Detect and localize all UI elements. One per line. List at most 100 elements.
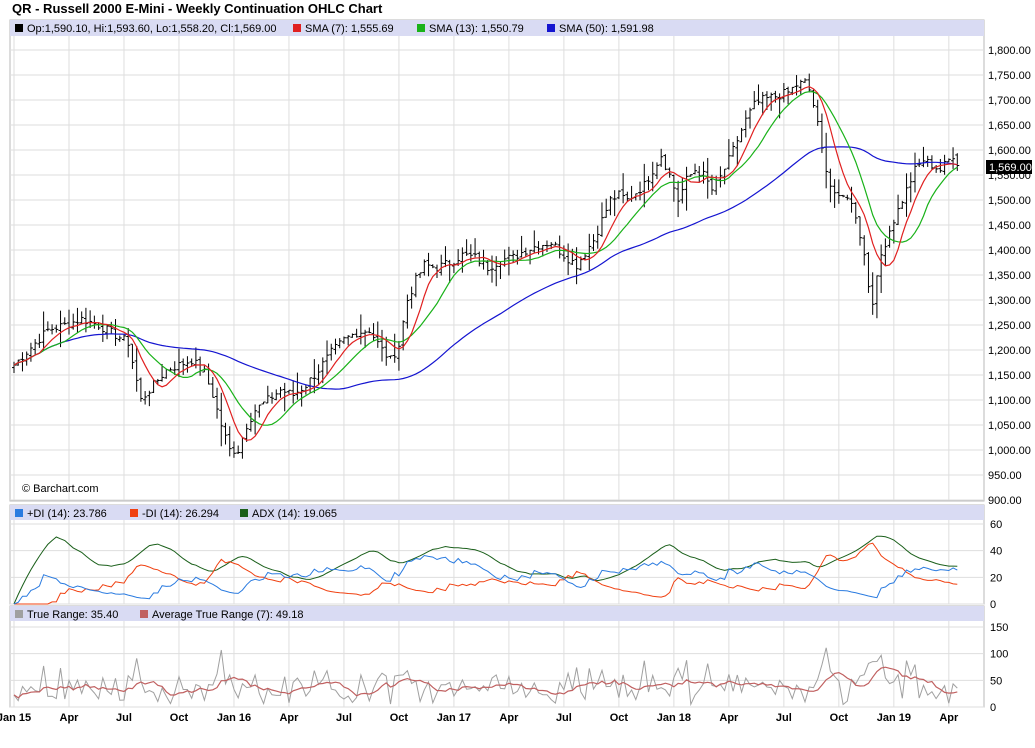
ohlc-bar <box>803 78 808 83</box>
ohlc-bar <box>443 246 448 268</box>
tr-tick-label: 50 <box>990 675 1002 687</box>
dmi-tick-label: 60 <box>990 519 1002 531</box>
ohlc-bars <box>12 73 960 459</box>
ohlc-bar <box>257 404 262 418</box>
price-tick-label: 1,600.00 <box>988 145 1031 157</box>
ohlc-bar <box>781 83 786 103</box>
ohlc-bar <box>874 275 879 319</box>
ohlc-bar <box>28 342 33 362</box>
tr-panel <box>9 605 985 708</box>
ohlc-bar <box>621 173 626 204</box>
ohlc-bar <box>506 246 511 276</box>
ohlc-bar <box>316 364 321 386</box>
ohlc-bar <box>726 139 731 170</box>
dmi-legend-bar <box>10 505 984 520</box>
ohlc-bar <box>659 148 664 167</box>
ohlc-bar <box>544 240 549 252</box>
ohlc-bar <box>684 166 689 211</box>
ohlc-bar <box>231 441 236 458</box>
ohlc-bar <box>828 168 833 203</box>
x-tick-label: Jul <box>116 712 132 724</box>
ohlc-bar <box>769 92 774 111</box>
ohlc-bar <box>248 412 253 432</box>
x-tick-label: Apr <box>499 712 519 724</box>
chart-title: QR - Russell 2000 E-Mini - Weekly Contin… <box>12 1 383 16</box>
ohlc-bar <box>760 91 765 116</box>
ohlc-bar <box>37 333 42 348</box>
ohlc-bar <box>625 191 630 202</box>
ohlc-bar <box>841 194 846 198</box>
ohlc-bar <box>908 172 913 203</box>
indicator-lines <box>13 85 958 707</box>
ohlc-bar <box>329 343 334 361</box>
ohlc-bar <box>219 392 224 447</box>
ohlc-bar <box>739 127 744 143</box>
ohlc-bar <box>337 338 342 349</box>
ohlc-bar <box>896 194 901 225</box>
ohlc-bar <box>346 335 351 346</box>
ohlc-bar <box>160 363 165 382</box>
ohlc-bar <box>418 272 423 279</box>
sma13-legend: SMA (13): 1,550.79 <box>429 23 524 35</box>
dmi-panel <box>9 504 985 605</box>
ohlc-bar <box>515 249 520 265</box>
ohlc-bar <box>401 320 406 351</box>
ohlc-bar <box>599 202 604 237</box>
ohlc-bar <box>489 255 494 283</box>
ohlc-bar <box>798 79 803 96</box>
sma50-legend-swatch <box>547 24 555 32</box>
x-tick-label: Oct <box>170 712 189 724</box>
ohlc-bar <box>705 157 710 199</box>
x-tick-label: Apr <box>939 712 959 724</box>
ohlc-bar <box>604 198 609 218</box>
tr-legend: True Range: 35.40 <box>27 609 118 621</box>
x-tick-label: Oct <box>610 712 629 724</box>
ohlc-bar <box>891 219 896 244</box>
ohlc-bar <box>185 356 190 373</box>
dmi-tick-label: 40 <box>990 546 1002 558</box>
ohlc-bar <box>477 251 482 267</box>
price-tick-label: 1,300.00 <box>988 295 1031 307</box>
price-tick-label: 1,650.00 <box>988 120 1031 132</box>
ohlc-bar <box>464 239 469 256</box>
ohlc-bar <box>921 146 926 168</box>
ohlc-bar <box>735 136 740 167</box>
ohlc-bar <box>210 377 215 398</box>
ohlc-bar <box>54 324 59 333</box>
ohlc-bar <box>155 378 160 385</box>
ohlc-bar <box>587 233 592 271</box>
plus-di-legend: +DI (14): 23.786 <box>27 508 107 520</box>
ohlc-bar <box>270 392 275 404</box>
ohlc-bar <box>430 264 435 269</box>
ohlc-bar <box>688 174 693 177</box>
ohlc-bar <box>363 329 368 348</box>
ohlc-bar <box>946 158 951 163</box>
minus-di-legend-swatch <box>130 509 138 517</box>
ohlc-bar <box>591 234 596 251</box>
ohlc-bar <box>113 319 118 346</box>
ohlc-bar <box>862 235 867 266</box>
ohlc-bar <box>50 324 55 335</box>
ohlc-bar <box>58 310 63 348</box>
ohlc-bar <box>955 153 960 171</box>
ohlc-bar <box>887 225 892 248</box>
ohlc-bar <box>566 243 571 276</box>
ohlc-bar <box>134 346 139 392</box>
ohlc-bar <box>333 338 338 355</box>
ohlc-bar <box>215 387 220 419</box>
ohlc-bar <box>553 241 558 246</box>
ohlc-bar <box>870 272 875 315</box>
sma7-line <box>13 85 958 441</box>
ohlc-bar <box>532 230 537 254</box>
price-tick-label: 1,050.00 <box>988 420 1031 432</box>
ohlc-bar <box>693 163 698 175</box>
ohlc-bar <box>405 294 410 329</box>
last-price-label: 1,569.00 <box>989 162 1032 174</box>
ohlc-bar <box>853 202 858 224</box>
price-tick-label: 1,250.00 <box>988 320 1031 332</box>
ohlc-bar <box>646 176 651 191</box>
ohlc-bar <box>519 235 524 258</box>
ohlc-bar <box>439 254 444 276</box>
ohlc-bar <box>879 244 884 293</box>
